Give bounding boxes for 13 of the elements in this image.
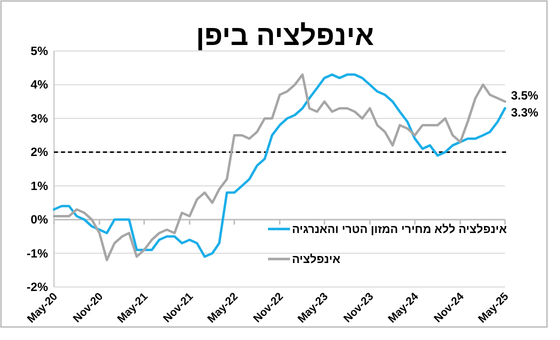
annotation: 3.3% (511, 105, 539, 120)
y-tick-label: 4% (30, 78, 48, 92)
y-tick-label: -2% (26, 280, 48, 294)
y-tick-label: 3% (30, 111, 48, 126)
annotation: 3.5% (511, 88, 539, 103)
y-tick-label: -1% (26, 246, 48, 260)
chart-title: אינפלציה ביפן (196, 20, 374, 51)
legend-label: אינפלציה (292, 253, 341, 266)
y-tick-label: 1% (30, 178, 48, 193)
y-tick-label: 5% (30, 44, 48, 58)
y-tick-label: 2% (30, 145, 48, 160)
legend-label: אינפלציה ללא מחירי המזון הטרי והאנרגיה (292, 223, 507, 236)
y-tick-label: 0% (30, 212, 48, 227)
